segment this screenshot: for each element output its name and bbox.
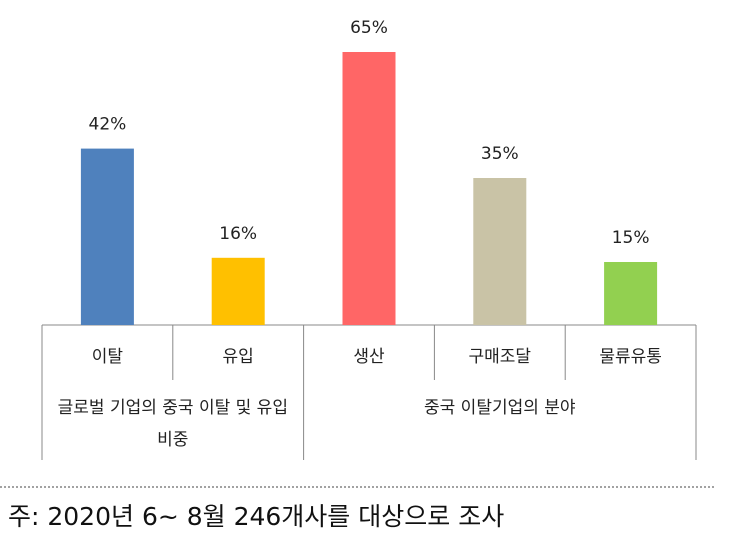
bar bbox=[211, 257, 265, 325]
category-label: 유입 bbox=[223, 347, 254, 367]
bar bbox=[342, 52, 396, 325]
category-label: 이탈 bbox=[92, 347, 124, 367]
category-label: 생산 bbox=[353, 347, 385, 367]
value-label: 42% bbox=[89, 115, 127, 135]
category-label: 구매조달 bbox=[469, 347, 532, 367]
note: 주: 2020년 6~ 8월 246개사를 대상으로 조사 bbox=[8, 502, 505, 531]
value-label: 15% bbox=[612, 228, 650, 248]
value-label: 16% bbox=[219, 224, 257, 244]
bar bbox=[604, 262, 658, 325]
category-label: 물류유통 bbox=[599, 347, 662, 367]
value-label: 35% bbox=[481, 144, 519, 164]
group-label: 중국 이탈기업의 분야 bbox=[424, 398, 576, 418]
bar bbox=[80, 148, 134, 325]
group-label: 글로벌 기업의 중국 이탈 및 유입 비중 bbox=[57, 398, 288, 450]
bar bbox=[473, 178, 527, 325]
value-label: 65% bbox=[350, 18, 388, 38]
